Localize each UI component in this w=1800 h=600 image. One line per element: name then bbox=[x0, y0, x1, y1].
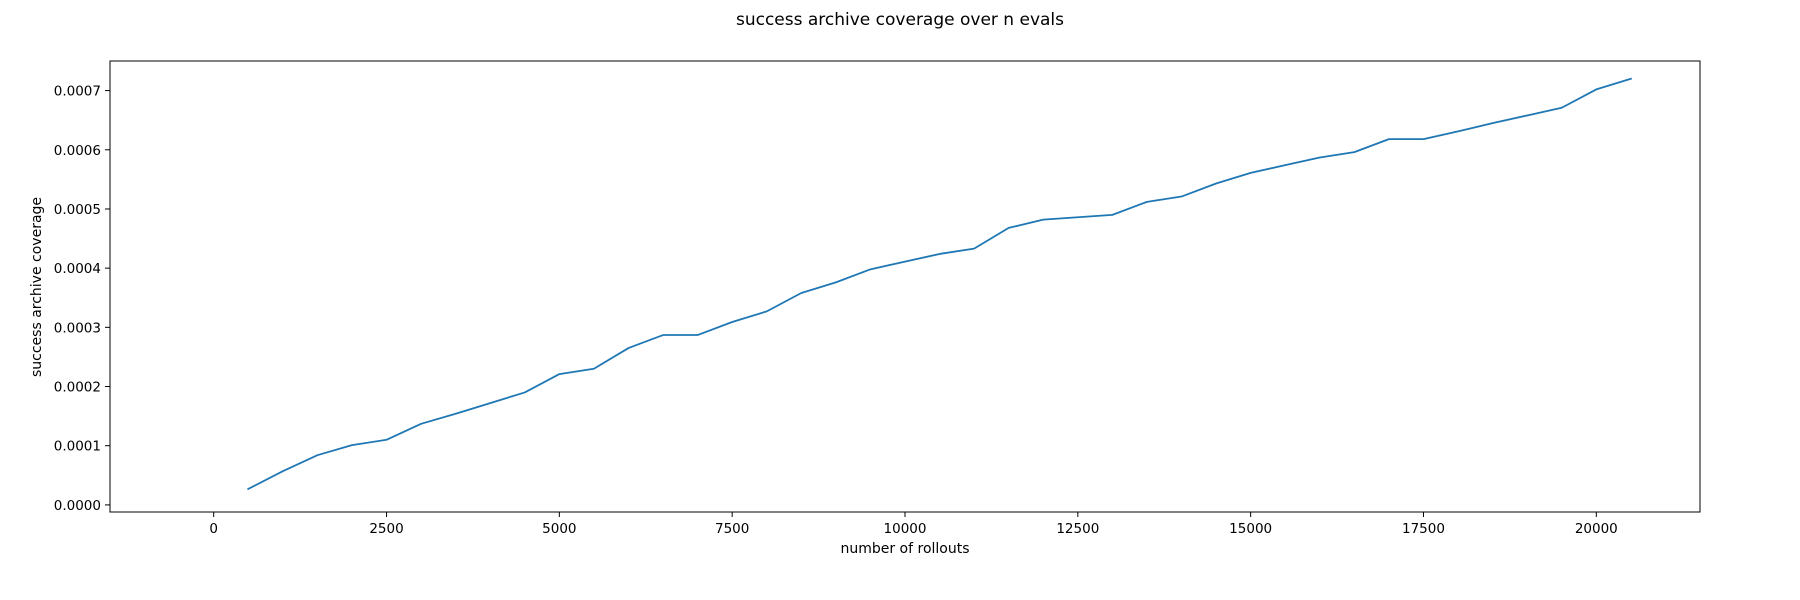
x-axis-ticks: 0 2500 5000 7500 10000 12500 15000 17500 20000 bbox=[209, 512, 1618, 537]
x-tick-label: 17500 bbox=[1402, 521, 1445, 537]
y-axis-label: success archive coverage bbox=[29, 197, 45, 377]
y-tick-label: 0.0007 bbox=[54, 84, 101, 100]
series-line bbox=[247, 77, 1632, 491]
x-axis-label: number of rollouts bbox=[840, 541, 969, 557]
chart-title: success archive coverage over n evals bbox=[736, 10, 1064, 30]
y-tick-label: 0.0003 bbox=[54, 320, 101, 336]
x-tick-label: 10000 bbox=[884, 521, 927, 537]
plot-series bbox=[247, 77, 1632, 491]
x-tick-label: 7500 bbox=[715, 521, 749, 537]
x-tick-label: 12500 bbox=[1056, 521, 1099, 537]
y-tick-label: 0.0002 bbox=[54, 380, 101, 396]
y-tick-label: 0.0005 bbox=[54, 202, 101, 218]
x-tick-label: 0 bbox=[209, 521, 218, 537]
plot-frame bbox=[109, 60, 1701, 513]
x-tick-label: 15000 bbox=[1229, 521, 1272, 537]
y-tick-label: 0.0006 bbox=[54, 143, 101, 159]
x-tick-label: 5000 bbox=[542, 521, 576, 537]
y-tick-label: 0.0001 bbox=[54, 439, 101, 455]
y-tick-label: 0.0004 bbox=[54, 261, 101, 277]
x-tick-label: 20000 bbox=[1575, 521, 1618, 537]
y-tick-label: 0.0000 bbox=[54, 498, 101, 514]
y-axis-ticks: 0.0000 0.0001 0.0002 0.0003 0.0004 0.0005 0.00… bbox=[54, 84, 110, 514]
x-tick-label: 2500 bbox=[369, 521, 403, 537]
